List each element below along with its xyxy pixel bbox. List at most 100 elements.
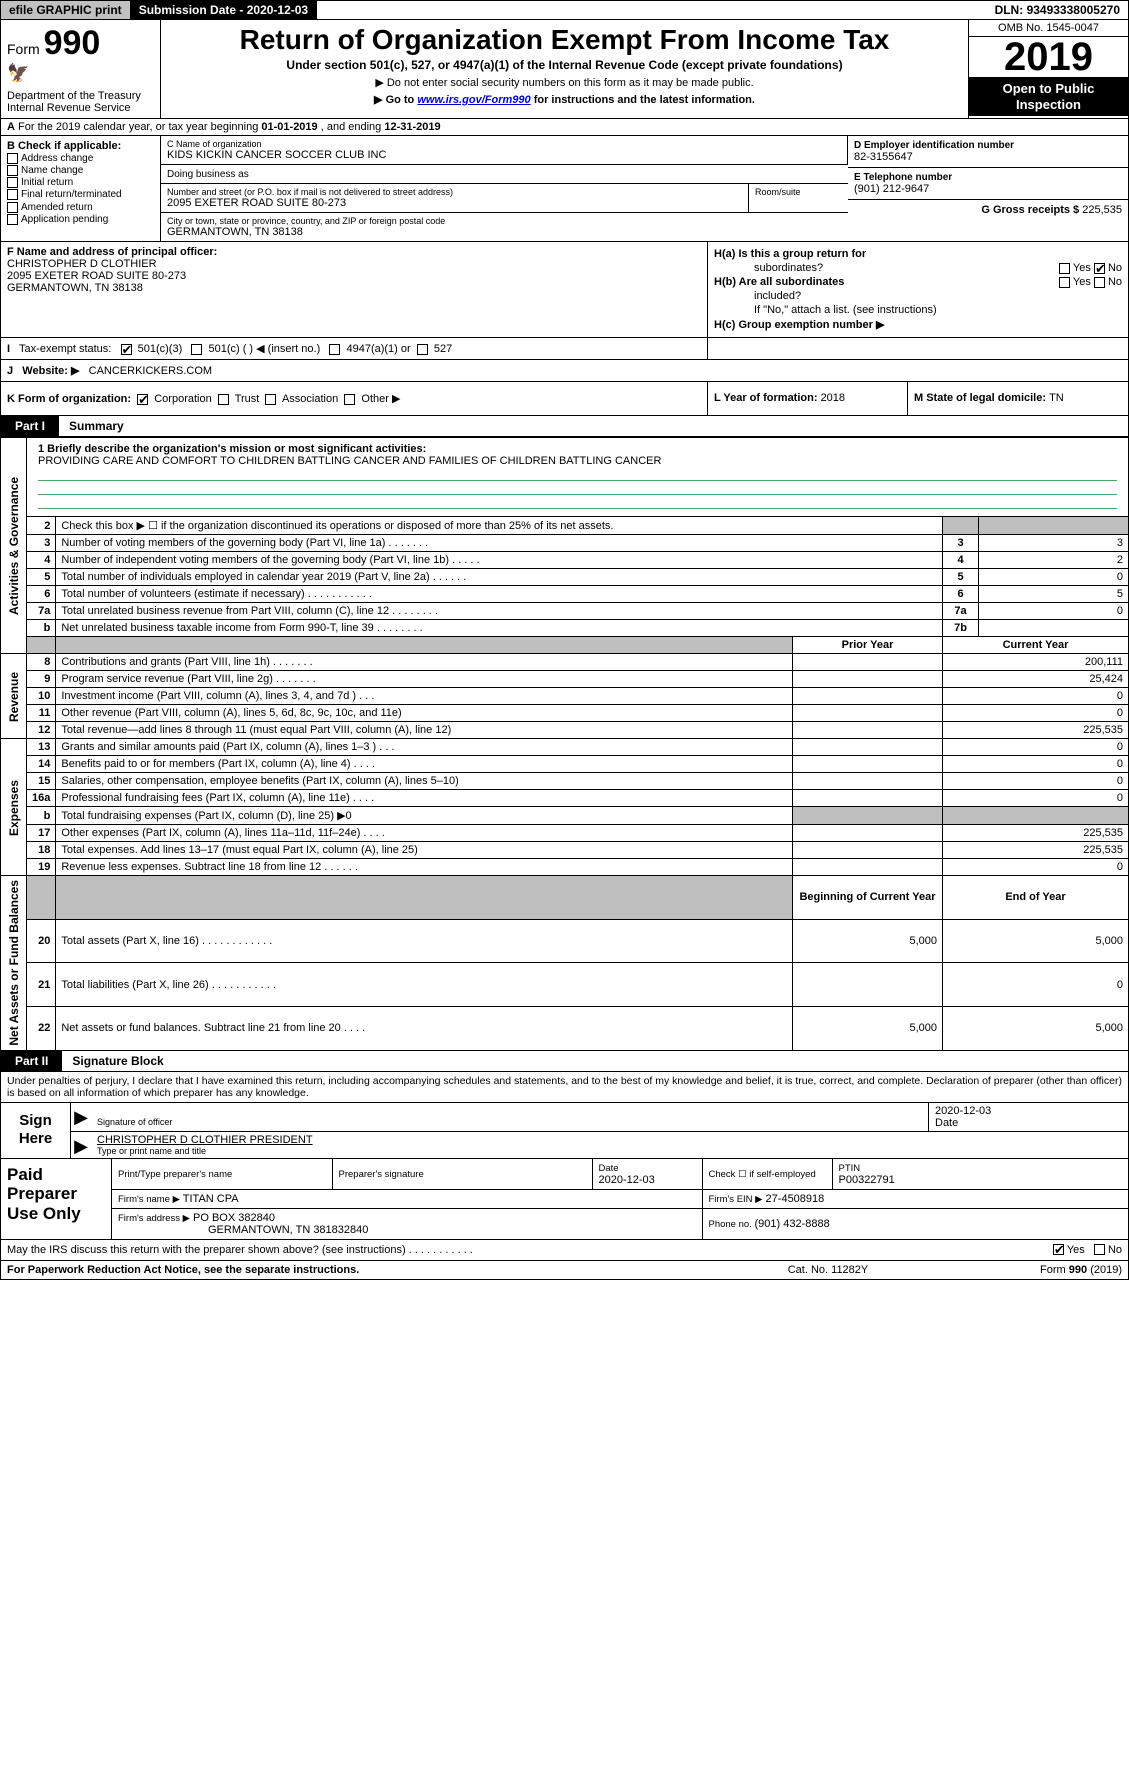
form-id-footer: Form 990 (2019) (928, 1261, 1128, 1279)
row-10-val: 0 (943, 688, 1129, 705)
efile-label[interactable]: efile GRAPHIC print (1, 1, 131, 19)
section-g-gross: G Gross receipts $ 225,535 (848, 200, 1128, 220)
row-8-desc: Contributions and grants (Part VIII, lin… (56, 654, 793, 671)
irs-link[interactable]: www.irs.gov/Form990 (417, 94, 530, 106)
header-left: Form 990 🦅 Department of the Treasury In… (1, 20, 161, 118)
hb-yes-no[interactable]: Yes No (1059, 276, 1122, 288)
row-2-desc: Check this box ▶ ☐ if the organization d… (56, 517, 943, 535)
catalog-number: Cat. No. 11282Y (728, 1261, 928, 1279)
paid-preparer-block: Paid Preparer Use Only Print/Type prepar… (0, 1159, 1129, 1240)
prep-name-label: Print/Type preparer's name (118, 1169, 232, 1180)
chk-initial-return[interactable]: Initial return (7, 177, 154, 188)
row-17-desc: Other expenses (Part IX, column (A), lin… (56, 825, 793, 842)
irs-eagle-icon: 🦅 (7, 63, 154, 84)
chk-501c3[interactable] (121, 344, 132, 355)
header-title-block: Return of Organization Exempt From Incom… (161, 20, 968, 118)
city-label: City or town, state or province, country… (167, 216, 842, 226)
chk-corp[interactable] (137, 394, 148, 405)
org-name-label: C Name of organization (167, 139, 841, 149)
col-current-year: Current Year (943, 637, 1129, 654)
section-j-website: J Website: ▶ CANCERKICKERS.COM (0, 360, 1129, 382)
form-number: Form 990 (7, 24, 154, 63)
klm-row: K Form of organization: Corporation Trus… (0, 382, 1129, 416)
side-revenue: Revenue (1, 654, 27, 739)
sign-here-block: Sign Here ▶ Signature of officer 2020-12… (0, 1103, 1129, 1159)
row-17-val: 225,535 (943, 825, 1129, 842)
section-h: H(a) Is this a group return for subordin… (708, 242, 1128, 337)
ptin-value: P00322791 (839, 1174, 895, 1186)
row-4-desc: Number of independent voting members of … (56, 552, 943, 569)
website-value[interactable]: CANCERKICKERS.COM (89, 365, 212, 377)
dba-label: Doing business as (167, 169, 249, 180)
phone-value: (901) 212-9647 (854, 183, 1122, 195)
part2-tab: Part II (1, 1051, 62, 1071)
chk-amended-return[interactable]: Amended return (7, 202, 154, 213)
city-value: GERMANTOWN, TN 38138 (167, 226, 842, 238)
submission-date-label: Submission Date - 2020-12-03 (131, 1, 317, 19)
form-header: Form 990 🦅 Department of the Treasury In… (0, 20, 1129, 119)
section-i: I Tax-exempt status: 501(c)(3) 501(c) ( … (1, 338, 708, 359)
part1-title: Summary (59, 416, 134, 436)
topbar: efile GRAPHIC print Submission Date - 20… (0, 0, 1129, 20)
row-13-desc: Grants and similar amounts paid (Part IX… (56, 739, 793, 756)
col-beginning-year: Beginning of Current Year (793, 876, 943, 920)
row-22-val: 5,000 (943, 1006, 1129, 1050)
address-value: 2095 EXETER ROAD SUITE 80-273 (167, 197, 742, 209)
row-21-val: 0 (943, 963, 1129, 1007)
chk-final-return[interactable]: Final return/terminated (7, 189, 154, 200)
chk-527[interactable] (417, 344, 428, 355)
row-19-val: 0 (943, 859, 1129, 876)
chk-other[interactable] (344, 394, 355, 405)
room-suite-cell: Room/suite (748, 184, 848, 212)
city-cell: City or town, state or province, country… (161, 213, 848, 241)
row-20-desc: Total assets (Part X, line 16) . . . . .… (56, 919, 793, 963)
officer-signature[interactable]: Signature of officer (91, 1103, 928, 1131)
mission-text: PROVIDING CARE AND COMFORT TO CHILDREN B… (38, 455, 661, 467)
row-8-val: 200,111 (943, 654, 1129, 671)
row-15-desc: Salaries, other compensation, employee b… (56, 773, 793, 790)
chk-501c[interactable] (191, 344, 202, 355)
dba-cell: Doing business as (161, 165, 848, 184)
officer-typed-name: CHRISTOPHER D CLOTHIER PRESIDENT Type or… (91, 1132, 1128, 1158)
part1-summary-table: Activities & Governance 1 Briefly descri… (0, 437, 1129, 1051)
section-e-phone: E Telephone number (901) 212-9647 (848, 168, 1128, 200)
chk-application-pending[interactable]: Application pending (7, 214, 154, 225)
paperwork-notice: For Paperwork Reduction Act Notice, see … (1, 1261, 728, 1279)
row-a-tax-year: A For the 2019 calendar year, or tax yea… (0, 119, 1129, 136)
firm-phone-value: (901) 432-8888 (754, 1218, 829, 1230)
arrow-icon-2: ▶ (71, 1132, 91, 1158)
row-12-val: 225,535 (943, 722, 1129, 739)
address-cell: Number and street (or P.O. box if mail i… (161, 184, 748, 212)
form-title: Return of Organization Exempt From Incom… (167, 24, 962, 56)
row-4-val: 2 (979, 552, 1129, 569)
sign-here-label: Sign Here (1, 1103, 71, 1158)
row-16b-desc: Total fundraising expenses (Part IX, col… (56, 807, 793, 825)
section-k: K Form of organization: Corporation Trus… (1, 382, 708, 415)
chk-trust[interactable] (218, 394, 229, 405)
discuss-yes-no[interactable]: Yes No (1053, 1244, 1122, 1256)
row-7a-val: 0 (979, 603, 1129, 620)
dln: DLN: 93493338005270 (987, 1, 1128, 19)
firm-name-value: TITAN CPA (183, 1193, 239, 1205)
row-14-desc: Benefits paid to or for members (Part IX… (56, 756, 793, 773)
i-row: I Tax-exempt status: 501(c)(3) 501(c) ( … (0, 338, 1129, 360)
chk-address-change[interactable]: Address change (7, 153, 154, 164)
firm-addr1: PO BOX 382840 (193, 1212, 275, 1224)
topbar-spacer (317, 8, 986, 12)
chk-name-change[interactable]: Name change (7, 165, 154, 176)
chk-4947[interactable] (329, 344, 340, 355)
preparer-table: Print/Type preparer's name Preparer's si… (112, 1159, 1128, 1239)
header-right: OMB No. 1545-0047 2019 Open to PublicIns… (968, 20, 1128, 118)
chk-assoc[interactable] (265, 394, 276, 405)
part1-header: Part I Summary (0, 416, 1129, 437)
section-c: C Name of organization KIDS KICKIN CANCE… (161, 136, 848, 241)
chk-self-employed[interactable]: Check ☐ if self-employed (709, 1169, 816, 1180)
row-7b-desc: Net unrelated business taxable income fr… (56, 620, 943, 637)
ein-value: 82-3155647 (854, 151, 1122, 163)
ha-yes-no[interactable]: Yes No (1059, 262, 1122, 274)
section-m: M State of legal domicile: TN (908, 382, 1128, 415)
row-21-desc: Total liabilities (Part X, line 26) . . … (56, 963, 793, 1007)
b-header: B Check if applicable: (7, 140, 154, 152)
row-9-desc: Program service revenue (Part VIII, line… (56, 671, 793, 688)
officer-addr2: GERMANTOWN, TN 38138 (7, 282, 143, 294)
